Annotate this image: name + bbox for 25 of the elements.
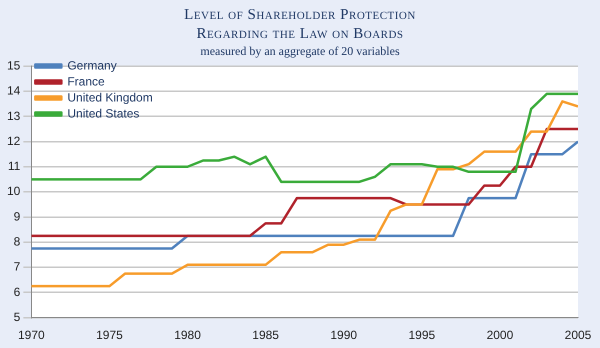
chart-subtitle: measured by an aggregate of 20 variables	[199, 44, 401, 59]
y-tick-label: 15	[6, 58, 21, 73]
y-tick-label: 10	[6, 184, 21, 198]
y-tick-label: 11	[8, 159, 21, 174]
y-tick-label: 9	[14, 209, 21, 224]
x-tick-label: 1990	[330, 328, 358, 342]
y-tick-label: 13	[6, 108, 21, 123]
x-tick-label: 2005	[564, 328, 592, 342]
x-tick-label: 1970	[18, 328, 46, 342]
x-tick-label: 1975	[96, 328, 124, 342]
legend-label: France	[67, 74, 106, 88]
chart-title: Level of Shareholder Protection Regarding the Law on Boards	[183, 6, 417, 44]
y-tick-label: 8	[14, 234, 21, 248]
y-tick-label: 5	[14, 310, 21, 324]
y-tick-label: 12	[6, 134, 21, 148]
x-tick-label: 1980	[174, 328, 202, 342]
x-tick-label: 1985	[252, 328, 280, 342]
x-tick-label: 2000	[486, 328, 514, 342]
legend-label: Germany	[67, 58, 117, 72]
x-tick-label: 1995	[408, 328, 436, 342]
y-tick-label: 7	[14, 260, 21, 274]
y-tick-label: 14	[6, 84, 21, 98]
legend-label: United States	[67, 106, 140, 120]
y-tick-label: 6	[14, 284, 21, 299]
legend-label: United Kingdom	[67, 90, 153, 104]
